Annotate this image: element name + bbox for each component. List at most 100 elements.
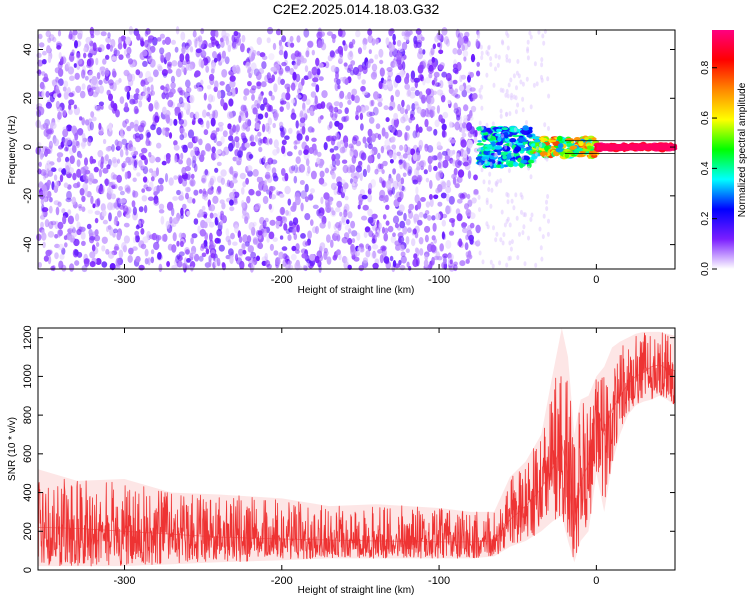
spectrogram-cell <box>284 135 290 140</box>
spectrogram-cell <box>172 196 179 201</box>
spectrogram-cell <box>218 125 224 132</box>
snr-y-tick-label: 200 <box>22 522 34 540</box>
spectrogram-cell <box>403 30 411 37</box>
spectrogram-cell <box>66 190 72 200</box>
spectrogram-cell <box>296 35 301 43</box>
spectrogram-cell <box>134 234 140 243</box>
spectrogram-cell <box>376 229 381 238</box>
spectrogram-cell <box>500 39 504 45</box>
spectrogram-cell <box>66 124 73 132</box>
spectrogram-cell <box>228 98 234 107</box>
spectrogram-cell <box>141 195 148 202</box>
spectrogram-cell <box>512 73 516 79</box>
spectrogram-cell <box>478 250 482 256</box>
spectrogram-cell <box>415 129 420 138</box>
spectrogram-cell <box>351 155 357 164</box>
spectrogram-cell <box>172 232 177 242</box>
spectrogram-x-axis-label: Height of straight line (km) <box>298 285 415 296</box>
spectrogram-cell <box>281 145 286 154</box>
spectrogram-cell <box>393 60 398 68</box>
spectrogram-cell <box>185 264 189 270</box>
spectrogram-cell <box>488 130 493 134</box>
spectrogram-cell <box>415 28 422 35</box>
spectrogram-cell <box>40 124 46 130</box>
spectrogram-cell <box>159 47 165 55</box>
spectrogram-cell <box>364 142 368 149</box>
spectrogram-cell <box>392 33 396 42</box>
spectrogram-cell <box>127 79 134 87</box>
spectrogram-cell <box>351 136 358 145</box>
spectrogram-cell <box>269 194 277 200</box>
spectrogram-cell <box>229 75 236 82</box>
spectrogram-cell <box>90 111 95 118</box>
spectrogram-cell <box>429 198 434 208</box>
spectrogram-cell <box>443 36 449 45</box>
spectrogram-cell <box>406 261 410 268</box>
spectrogram-cell <box>186 210 191 216</box>
spectrogram-cell <box>149 58 156 68</box>
spectrogram-cell <box>285 92 291 101</box>
spectrogram-cell <box>76 140 80 148</box>
spectrogram-cell <box>535 142 540 148</box>
spectrogram-cell <box>526 133 533 138</box>
spectrogram-cell <box>222 130 228 138</box>
spectrogram-cell <box>350 243 355 252</box>
spectrogram-fringe <box>477 29 551 269</box>
spectrogram-cell <box>194 111 200 120</box>
spectrogram-cell <box>547 93 551 99</box>
spectrogram-cell <box>77 204 83 209</box>
spectrogram-cell <box>102 167 109 174</box>
spectrogram-cell <box>454 88 458 93</box>
spectrogram-cell <box>534 151 538 157</box>
spectrogram-cell <box>75 85 82 94</box>
spectrogram-cell <box>316 157 321 165</box>
spectrogram-cell <box>204 169 209 176</box>
spectrogram-cell <box>511 152 515 158</box>
spectrogram-cell <box>415 41 422 49</box>
spectrogram-cell <box>290 112 297 120</box>
spectrogram-cell <box>56 157 62 163</box>
spectrogram-cell <box>445 72 452 82</box>
spectrogram-cell <box>545 156 549 162</box>
spectrogram-cell <box>186 196 194 204</box>
spectrogram-cell <box>38 42 45 48</box>
spectrogram-cell <box>368 49 372 54</box>
colorbar-tick-label: 0.4 <box>700 161 711 175</box>
spectrogram-cell <box>92 42 97 52</box>
colorbar-ticks: 0.00.20.40.60.8 <box>700 60 717 276</box>
spectrogram-cell <box>425 201 431 208</box>
spectrogram-cell <box>301 78 305 86</box>
spectrogram-cell <box>351 238 356 244</box>
spectrogram-cell <box>221 150 226 157</box>
spectrogram-cell <box>516 59 520 64</box>
spectrogram-cell <box>360 85 366 92</box>
spectrogram-cell <box>252 221 257 227</box>
spectrogram-cell <box>147 196 154 202</box>
spectrogram-cell <box>361 215 368 221</box>
spectrogram-cell <box>173 118 178 126</box>
spectrogram-cell <box>216 175 223 183</box>
spectrogram-cell <box>288 220 293 227</box>
spectrogram-cell <box>240 104 246 112</box>
spectrogram-cell <box>350 220 356 229</box>
spectrogram-cell <box>487 179 491 185</box>
spectrogram-cell <box>424 225 431 233</box>
spectrogram-cell <box>165 83 170 92</box>
spectrogram-cell <box>184 165 191 172</box>
spectrogram-cell <box>108 181 114 188</box>
spectrogram-cell <box>505 111 509 117</box>
spectrogram-cell <box>299 117 306 124</box>
spectrogram-cell <box>404 132 410 141</box>
spectrogram-cell <box>152 36 158 46</box>
spectrogram-cell <box>441 219 446 227</box>
spectrogram-cell <box>526 39 530 45</box>
spectrogram-cell <box>250 62 257 72</box>
spectrogram-cell <box>472 130 477 138</box>
spectrogram-cell <box>186 59 191 65</box>
spectrogram-cell <box>433 194 439 200</box>
spectrogram-cell <box>272 237 278 243</box>
spectrogram-cell <box>422 77 426 86</box>
spectrogram-cell <box>42 123 49 130</box>
spectrogram-cell <box>509 246 513 252</box>
spectrogram-cell <box>178 251 185 257</box>
